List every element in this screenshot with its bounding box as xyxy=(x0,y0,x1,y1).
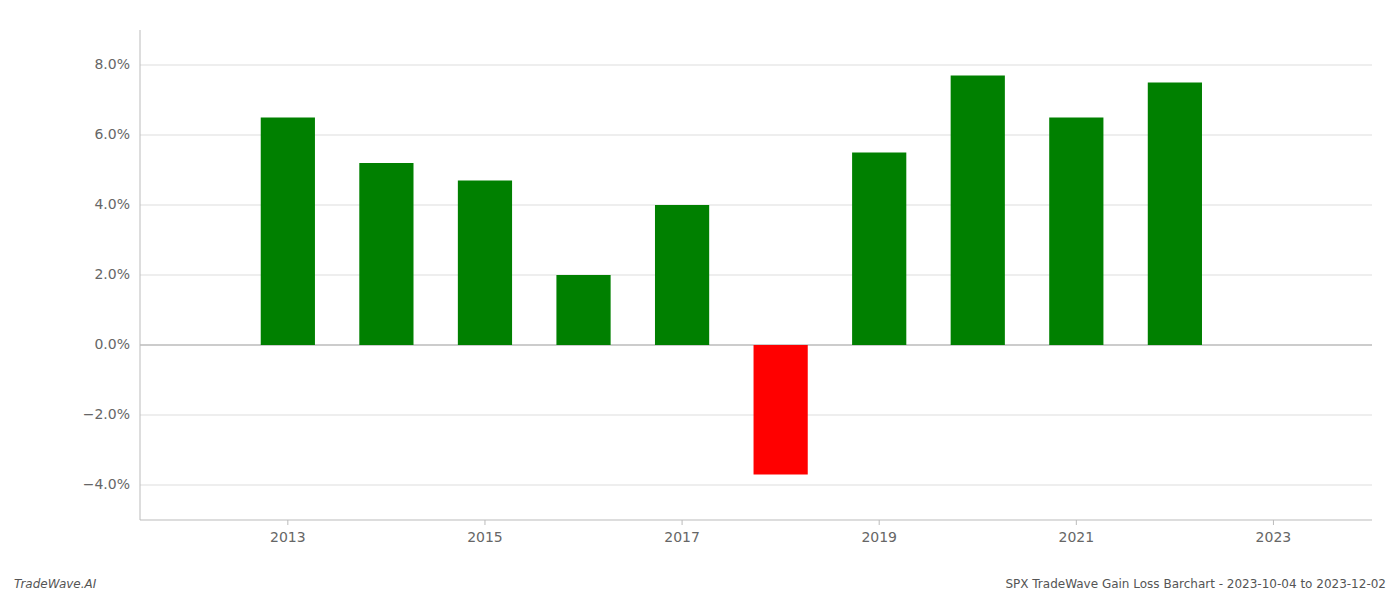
chart: −4.0%−2.0%0.0%2.0%4.0%6.0%8.0%2013201520… xyxy=(0,0,1400,600)
bars xyxy=(261,76,1202,475)
bar xyxy=(458,181,512,346)
bar xyxy=(1049,118,1103,346)
grid-line xyxy=(140,485,1372,486)
grid-line xyxy=(140,65,1372,66)
bar xyxy=(655,205,709,345)
y-tick-label: 0.0% xyxy=(94,336,130,352)
bar xyxy=(852,153,906,346)
x-tick-label: 2019 xyxy=(861,529,897,545)
grid xyxy=(140,65,1372,485)
x-tick-label: 2017 xyxy=(664,529,700,545)
x-tick xyxy=(484,520,485,525)
x-tick-label: 2021 xyxy=(1058,529,1094,545)
x-tick-label: 2015 xyxy=(467,529,503,545)
bar xyxy=(1148,83,1202,346)
watermark: TradeWave.AI xyxy=(14,577,97,591)
x-tick xyxy=(1273,520,1274,525)
x-tick xyxy=(1076,520,1077,525)
x-tick xyxy=(682,520,683,525)
y-tick-label: 2.0% xyxy=(94,266,130,282)
bar xyxy=(359,163,413,345)
x-tick xyxy=(879,520,880,525)
x-tick-label: 2013 xyxy=(270,529,306,545)
title: SPX TradeWave Gain Loss Barchart - 2023-… xyxy=(1005,577,1386,591)
page: {"chart_data": {"type": "bar", "title": … xyxy=(0,0,1400,600)
x-tick-label: 2023 xyxy=(1256,529,1292,545)
x-tick xyxy=(287,520,288,525)
y-tick-label: 4.0% xyxy=(94,196,130,212)
bar xyxy=(951,76,1005,346)
y-tick-label: 8.0% xyxy=(94,56,130,72)
x-axis-line xyxy=(140,520,1372,521)
x-ticks: 2013 2015 2017 2019 2021 2023 xyxy=(270,520,1291,545)
y-tick-label: 6.0% xyxy=(94,126,130,142)
y-axis-line xyxy=(140,30,141,520)
y-tick-label: −4.0% xyxy=(83,476,130,492)
bar xyxy=(754,345,808,475)
bar xyxy=(556,275,610,345)
y-tick-label: −2.0% xyxy=(83,406,130,422)
y-tick-labels: −4.0% −2.0% 0.0% 2.0% 4.0% 6.0% 8.0% xyxy=(83,56,130,492)
bar xyxy=(261,118,315,346)
